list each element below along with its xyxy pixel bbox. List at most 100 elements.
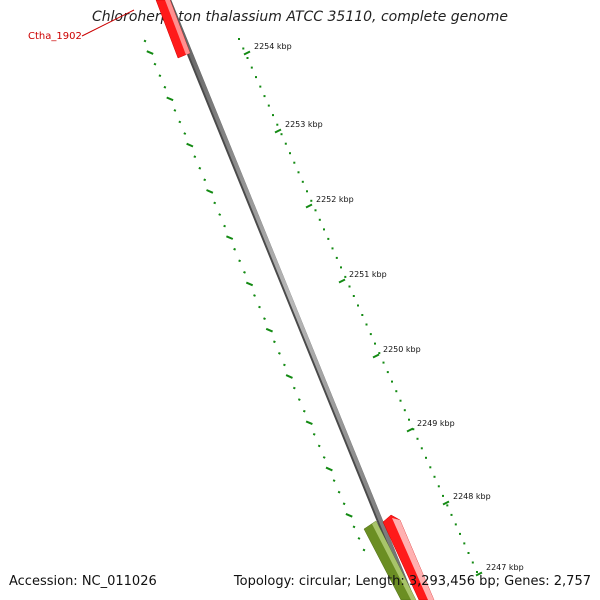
- inner-ring-major-tick: [245, 281, 254, 287]
- outer-ring-dot: [399, 399, 402, 402]
- outer-ring-dot: [454, 523, 457, 526]
- inner-ring-dot: [352, 525, 356, 529]
- outer-ring-dot: [344, 275, 347, 278]
- scale-major-tick: [406, 427, 414, 433]
- inner-ring-dot: [233, 247, 237, 251]
- inner-tick-ring: [143, 39, 366, 552]
- outer-ring-dot: [327, 237, 330, 240]
- scale-tick-label: 2253 kbp: [285, 120, 323, 129]
- scale-tick-label: 2247 kbp: [486, 563, 524, 572]
- inner-ring-dot: [178, 120, 182, 124]
- outer-ring-dot: [284, 142, 287, 145]
- inner-ring-major-tick: [285, 374, 293, 379]
- inner-ring-dot: [203, 178, 207, 182]
- outer-ring-dot: [395, 390, 398, 393]
- inner-ring-major-tick: [226, 235, 234, 240]
- outer-ring-dot: [361, 314, 364, 316]
- outer-ring-dot: [450, 513, 453, 516]
- outer-ring-dot: [391, 380, 393, 383]
- gene-label-leader: [81, 9, 135, 37]
- outer-ring-dot: [310, 199, 313, 202]
- outer-ring-dot: [357, 304, 359, 307]
- inner-ring-major-tick: [305, 420, 313, 426]
- outer-ring-dot: [420, 447, 423, 450]
- inner-ring-dot: [362, 548, 366, 552]
- inner-ring-major-tick: [166, 96, 174, 102]
- inner-ring-dot: [198, 166, 202, 170]
- outer-ring-dot: [467, 552, 470, 554]
- outer-ring-dot: [442, 494, 444, 497]
- outer-ring-dot: [403, 409, 406, 412]
- scale-major-tick: [372, 353, 380, 359]
- inner-ring-dot: [223, 224, 226, 228]
- scale-tick-label: 2248 kbp: [453, 492, 491, 501]
- gene-label-ctha-1902[interactable]: Ctha_1902: [28, 31, 82, 42]
- outer-ring-dot: [276, 123, 279, 126]
- outer-ring-dot: [242, 47, 245, 50]
- outer-ring-dot: [476, 571, 478, 573]
- inner-ring-major-tick: [206, 189, 214, 194]
- inner-ring-dot: [297, 398, 301, 401]
- inner-ring-dot: [357, 537, 361, 540]
- outer-ring-dot: [471, 561, 474, 564]
- inner-ring-dot: [153, 62, 157, 66]
- gene-feature-bottom-red-highlight: [392, 518, 434, 600]
- inner-ring-dot: [292, 386, 296, 390]
- outer-ring-dot: [289, 152, 291, 155]
- outer-ring-dot: [446, 504, 449, 507]
- outer-ring-dot: [259, 85, 262, 88]
- genome-summary-label: Topology: circular; Length: 3,293,456 bp…: [233, 574, 591, 589]
- outer-ring-dot: [386, 371, 389, 374]
- scale-major-tick: [305, 203, 313, 209]
- outer-ring-dot: [340, 266, 342, 269]
- inner-ring-dot: [258, 305, 261, 309]
- outer-ring-dot: [263, 95, 266, 98]
- outer-ring-dot: [378, 352, 381, 355]
- inner-ring-dot: [263, 317, 266, 321]
- outer-ring-dot: [246, 57, 249, 59]
- scale-tick-label: 2252 kbp: [316, 195, 354, 204]
- outer-ring-dot: [348, 285, 351, 288]
- outer-ring-dot: [301, 180, 304, 183]
- outer-ring-dot: [374, 342, 376, 345]
- inner-ring-dot: [158, 74, 162, 78]
- outer-ring-dot: [306, 190, 308, 193]
- outer-ring-dot: [323, 228, 325, 231]
- outer-ring-dot: [425, 456, 427, 459]
- scale-major-tick: [475, 571, 483, 577]
- outer-ring-dot: [365, 323, 368, 326]
- outer-ring-dot: [429, 466, 432, 469]
- scale-major-tick: [442, 500, 450, 506]
- outer-ring-dot: [352, 295, 355, 297]
- scale-tick-label: 2251 kbp: [349, 270, 387, 279]
- outer-ring-dot: [459, 532, 461, 535]
- inner-ring-dot: [342, 502, 346, 506]
- outer-ring-dot: [382, 361, 385, 364]
- outer-ring-dot: [369, 333, 372, 336]
- inner-ring-major-tick: [265, 327, 274, 333]
- outer-ring-dot: [280, 133, 283, 136]
- gene-feature-top-red-highlight: [165, 0, 190, 55]
- scale-tick-label: 2249 kbp: [417, 419, 455, 428]
- outer-tick-ring: [238, 38, 478, 573]
- outer-ring-dot: [335, 256, 338, 259]
- inner-ring-dot: [283, 363, 286, 367]
- scale-ticks: 2254 kbp 2253 kbp 2252 kbp 2251 kbp 2250 kbp…: [243, 42, 524, 577]
- inner-ring-dot: [322, 456, 326, 459]
- outer-ring-dot: [314, 209, 317, 212]
- scale-tick-label: 2254 kbp: [254, 42, 292, 51]
- inner-ring-dot: [213, 201, 217, 205]
- outer-ring-dot: [297, 171, 300, 174]
- inner-ring-dot: [302, 409, 306, 413]
- inner-ring-dot: [253, 294, 256, 297]
- outer-ring-dot: [255, 76, 257, 79]
- inner-ring-dot: [218, 213, 222, 216]
- scale-major-tick: [274, 128, 282, 134]
- scale-major-tick: [338, 278, 346, 284]
- accession-label: Accession: NC_011026: [9, 574, 157, 589]
- map-title: Chloroherpeton thalassium ATCC 35110, co…: [92, 9, 508, 25]
- inner-ring-dot: [317, 444, 321, 448]
- outer-ring-dot: [437, 485, 440, 488]
